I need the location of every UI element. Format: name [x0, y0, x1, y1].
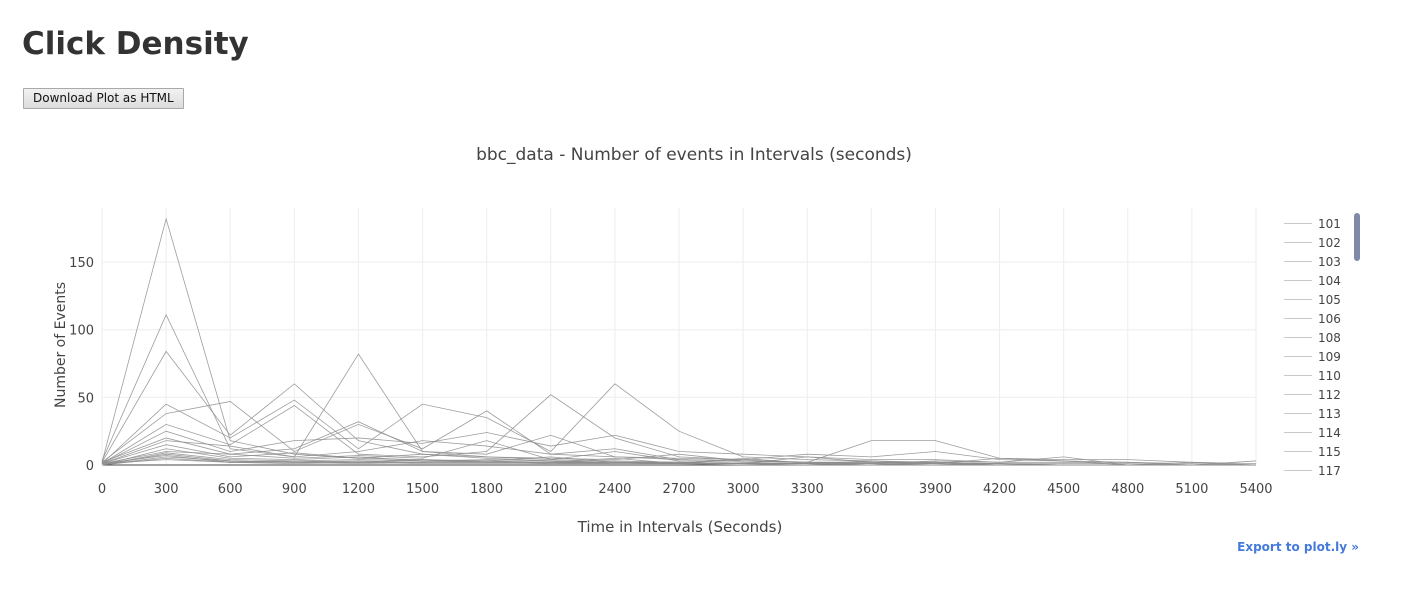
x-tick-label: 1200: [342, 482, 375, 497]
legend-line-swatch: [1284, 394, 1312, 395]
legend-line-swatch: [1284, 470, 1312, 471]
legend-line-swatch: [1284, 223, 1312, 224]
y-tick-label: 100: [69, 324, 94, 339]
x-tick-label: 3600: [855, 482, 888, 497]
x-tick-label: 1500: [406, 482, 439, 497]
x-tick-label: 300: [154, 482, 179, 497]
legend-line-swatch: [1284, 356, 1312, 357]
legend-scrollbar[interactable]: [1354, 213, 1360, 261]
legend-label: 102: [1318, 235, 1341, 250]
x-tick-label: 600: [218, 482, 243, 497]
legend-item[interactable]: 113: [1284, 404, 1352, 423]
legend-label: 110: [1318, 368, 1341, 383]
legend-line-swatch: [1284, 318, 1312, 319]
legend-item[interactable]: 115: [1284, 442, 1352, 461]
legend-item[interactable]: 106: [1284, 309, 1352, 328]
legend-line-swatch: [1284, 413, 1312, 414]
legend[interactable]: 101 102 103 104 105 106 108 109 110 112 113 114 115 1…: [1284, 214, 1352, 480]
legend-line-swatch: [1284, 299, 1312, 300]
x-tick-label: 2100: [534, 482, 567, 497]
x-tick-label: 4500: [1047, 482, 1080, 497]
legend-label: 109: [1318, 349, 1341, 364]
x-tick-label: 0: [98, 482, 106, 497]
x-tick-label: 3300: [791, 482, 824, 497]
x-tick-label: 5400: [1239, 482, 1272, 497]
x-tick-label: 2400: [598, 482, 631, 497]
legend-item[interactable]: 101: [1284, 214, 1352, 233]
legend-item[interactable]: 109: [1284, 347, 1352, 366]
legend-line-swatch: [1284, 280, 1312, 281]
legend-item[interactable]: 117: [1284, 461, 1352, 480]
legend-item[interactable]: 105: [1284, 290, 1352, 309]
legend-label: 103: [1318, 254, 1341, 269]
legend-item[interactable]: 102: [1284, 233, 1352, 252]
x-tick-label: 4800: [1111, 482, 1144, 497]
x-tick-label: 2700: [662, 482, 695, 497]
legend-item[interactable]: 104: [1284, 271, 1352, 290]
legend-label: 108: [1318, 330, 1341, 345]
legend-item[interactable]: 108: [1284, 328, 1352, 347]
legend-line-swatch: [1284, 375, 1312, 376]
legend-label: 115: [1318, 444, 1341, 459]
legend-item[interactable]: 114: [1284, 423, 1352, 442]
legend-label: 105: [1318, 292, 1341, 307]
x-tick-label: 1800: [470, 482, 503, 497]
series-line: [101, 440, 1256, 466]
chart-title: bbc_data - Number of events in Intervals…: [476, 145, 912, 165]
series-line: [101, 444, 1256, 466]
x-tick-label: 4200: [983, 482, 1016, 497]
legend-label: 113: [1318, 406, 1341, 421]
x-tick-label: 3900: [919, 482, 952, 497]
legend-line-swatch: [1284, 432, 1312, 433]
page-title: Click Density: [22, 26, 249, 62]
legend-label: 117: [1318, 463, 1341, 478]
y-tick-label: 150: [69, 256, 94, 271]
legend-line-swatch: [1284, 337, 1312, 338]
legend-item[interactable]: 103: [1284, 252, 1352, 271]
legend-line-swatch: [1284, 451, 1312, 452]
x-tick-label: 900: [282, 482, 307, 497]
x-axis-title: Time in Intervals (Seconds): [577, 518, 783, 536]
x-tick-label: 3000: [727, 482, 760, 497]
legend-label: 101: [1318, 216, 1341, 231]
x-tick-label: 5100: [1175, 482, 1208, 497]
legend-label: 104: [1318, 273, 1341, 288]
legend-label: 106: [1318, 311, 1341, 326]
series-line: [101, 440, 1256, 466]
legend-line-swatch: [1284, 242, 1312, 243]
legend-item[interactable]: 112: [1284, 385, 1352, 404]
legend-line-swatch: [1284, 261, 1312, 262]
y-tick-label: 50: [77, 391, 94, 406]
legend-label: 114: [1318, 425, 1341, 440]
series-line: [101, 459, 1256, 466]
legend-label: 112: [1318, 387, 1341, 402]
y-tick-label: 0: [86, 459, 94, 474]
download-plot-button[interactable]: Download Plot as HTML: [23, 88, 184, 109]
series-line: [101, 430, 1256, 466]
legend-item[interactable]: 110: [1284, 366, 1352, 385]
y-axis-title: Number of Events: [53, 282, 69, 408]
export-to-plotly-link[interactable]: Export to plot.ly »: [1237, 540, 1359, 554]
